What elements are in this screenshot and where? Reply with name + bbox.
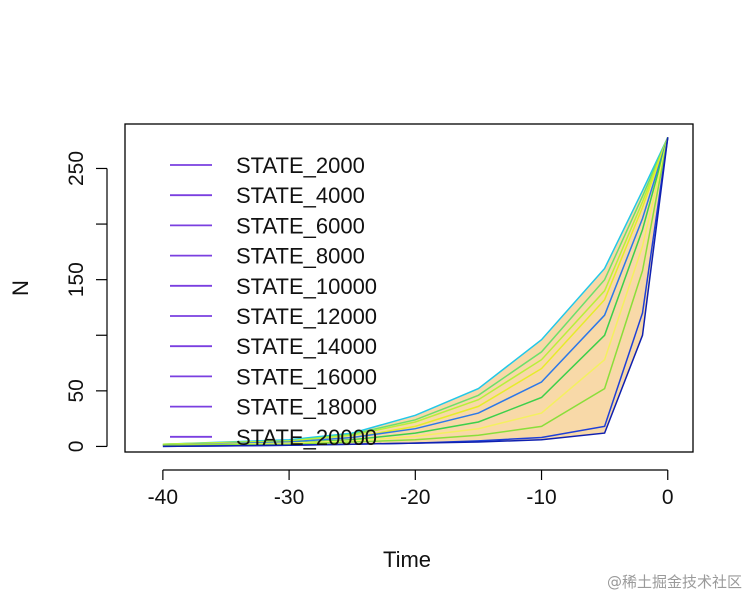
y-tick-label-1: 0: [65, 441, 88, 453]
series-line-10: [162, 137, 669, 448]
legend-label-1: STATE_2000: [236, 153, 365, 178]
legend-label-6: STATE_12000: [236, 304, 377, 329]
legend-label-7: STATE_14000: [236, 334, 377, 359]
y-tick-label-3: 150: [65, 262, 88, 297]
y-axis: 0 50 150 250: [65, 151, 108, 453]
legend: STATE_2000 STATE_4000 STATE_6000 STATE_8000…: [170, 153, 377, 450]
legend-label-3: STATE_6000: [236, 213, 365, 238]
x-tick-label-3: -20: [400, 486, 430, 509]
legend-label-10: STATE_20000: [236, 425, 377, 450]
x-tick-label-5: 0: [662, 486, 674, 509]
y-tick-label-4: 250: [65, 151, 88, 186]
series-line-7: [162, 137, 669, 447]
x-axis: -40 -30 -20 -10 0: [148, 469, 674, 509]
legend-label-8: STATE_16000: [236, 364, 377, 389]
x-tick-label-1: -40: [148, 486, 178, 509]
legend-label-5: STATE_10000: [236, 274, 377, 299]
watermark: @稀土掘金技术社区: [606, 573, 742, 591]
series-line-1: [162, 136, 669, 445]
x-axis-title: Time: [383, 547, 431, 572]
y-axis-title: N: [8, 280, 33, 296]
legend-label-2: STATE_4000: [236, 183, 365, 208]
series-line-8: [162, 137, 669, 447]
legend-label-9: STATE_18000: [236, 395, 377, 420]
series-line-5: [162, 137, 669, 447]
plot-frame: [124, 123, 694, 453]
y-tick-label-2: 50: [65, 379, 88, 402]
series-layer: [162, 136, 669, 448]
series-line-3: [162, 137, 669, 445]
x-tick-label-2: -30: [274, 486, 304, 509]
legend-label-4: STATE_8000: [236, 244, 365, 269]
x-tick-label-4: -10: [526, 486, 556, 509]
